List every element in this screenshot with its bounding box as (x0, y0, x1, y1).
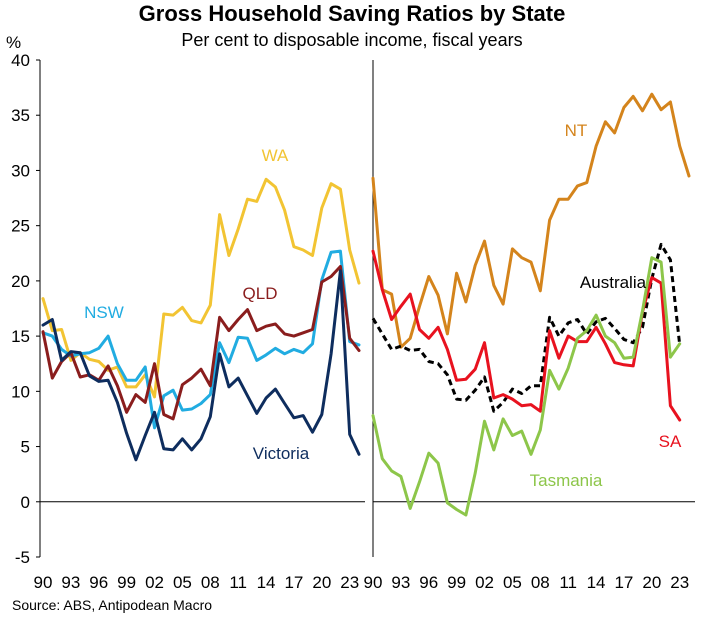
x-tick-label: 02 (475, 573, 494, 592)
x-tick-label: 20 (312, 573, 331, 592)
x-tick-label: 93 (391, 573, 410, 592)
series-line-australia (371, 242, 682, 413)
x-tick-label: 23 (340, 573, 359, 592)
x-tick-label: 17 (284, 573, 303, 592)
series-layer (41, 92, 691, 517)
series-line-victoria (41, 269, 361, 462)
x-tick-label: 05 (173, 573, 192, 592)
y-tick-label: 10 (11, 382, 30, 401)
series-label-sa: SA (659, 432, 682, 451)
chart-subtitle: Per cent to disposable income, fiscal ye… (181, 30, 522, 50)
x-tick-label: 17 (614, 573, 633, 592)
chart-title: Gross Household Saving Ratios by State (139, 1, 566, 26)
y-tick-label: 35 (11, 106, 30, 125)
x-tick-label: 11 (559, 573, 577, 592)
x-tick-label: 99 (447, 573, 466, 592)
series-label-nt: NT (565, 121, 588, 140)
x-tick-label: 14 (257, 573, 276, 592)
x-tick-label: 99 (117, 573, 136, 592)
y-axis-unit: % (6, 33, 21, 52)
x-tick-label: 08 (201, 573, 220, 592)
x-tick-label: 23 (670, 573, 689, 592)
y-tick-label: 0 (21, 493, 30, 512)
series-line-nt (371, 92, 691, 349)
source-note: Source: ABS, Antipodean Macro (12, 597, 212, 613)
series-label-tasmania: Tasmania (530, 471, 603, 490)
series-line-nsw (41, 249, 361, 430)
series-label-wa: WA (262, 146, 289, 165)
y-tick-label: 40 (11, 51, 30, 70)
y-tick-label: 15 (11, 327, 30, 346)
x-tick-label: 96 (89, 573, 108, 592)
x-tick-label: 05 (503, 573, 522, 592)
series-label-nsw: NSW (84, 303, 124, 322)
x-tick-label: 90 (364, 573, 383, 592)
y-tick-label: 5 (21, 438, 30, 457)
x-tick-label: 93 (61, 573, 80, 592)
y-tick-label: -5 (15, 548, 30, 567)
x-tick-label: 14 (587, 573, 606, 592)
y-tick-label: 20 (11, 272, 30, 291)
x-tick-label: 96 (419, 573, 438, 592)
x-tick-label: 20 (642, 573, 661, 592)
series-line-wa (41, 177, 361, 399)
x-tick-label: 90 (34, 573, 53, 592)
x-tick-label: 08 (531, 573, 550, 592)
series-label-australia: Australia (580, 273, 647, 292)
x-tick-label: 02 (145, 573, 164, 592)
series-line-tasmania (371, 256, 682, 517)
y-tick-label: 25 (11, 217, 30, 236)
series-line-sa (371, 249, 682, 422)
y-tick-label: 30 (11, 161, 30, 180)
series-label-qld: QLD (243, 284, 278, 303)
x-tick-label: 11 (229, 573, 247, 592)
series-label-victoria: Victoria (253, 444, 310, 463)
